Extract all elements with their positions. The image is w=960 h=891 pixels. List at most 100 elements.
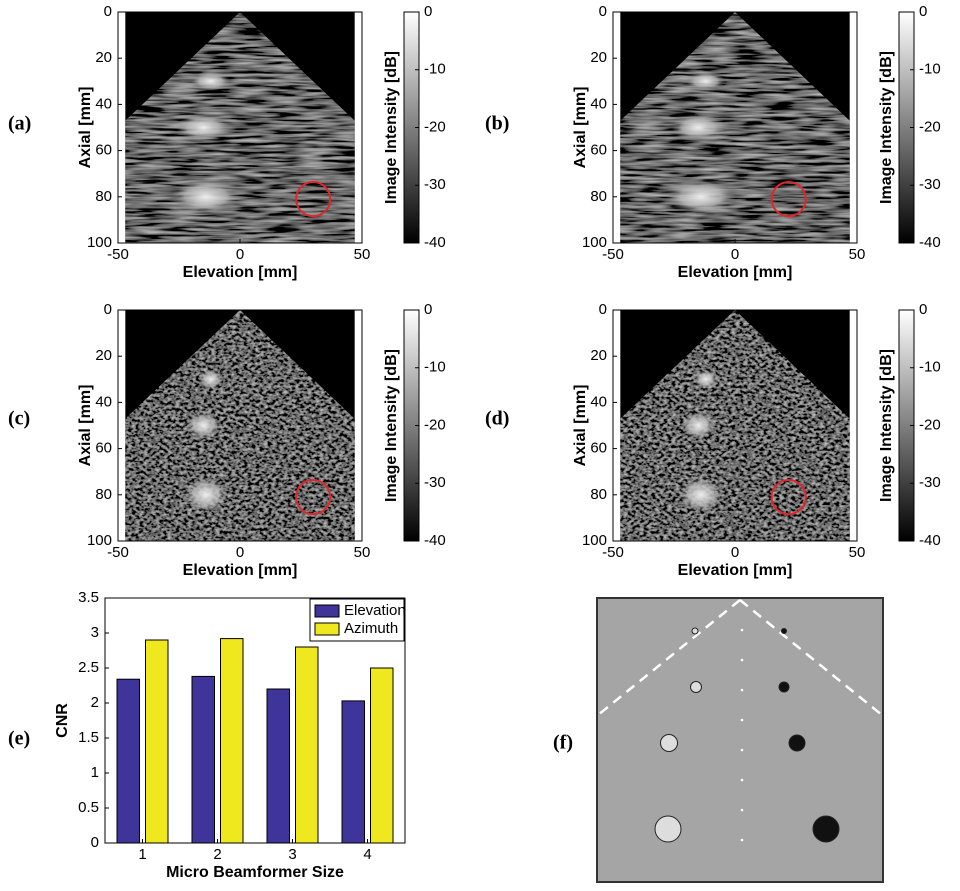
- x-tick-label: -50: [602, 246, 624, 263]
- y-tick-label: 40: [95, 95, 112, 112]
- y-tick-label: 1: [91, 764, 99, 781]
- x-tick-label: 4: [363, 846, 371, 863]
- bright-target: [671, 113, 726, 142]
- point-targets: [740, 628, 744, 842]
- y-tick-label: 80: [590, 188, 607, 205]
- legend-swatch: [314, 622, 340, 636]
- y-tick-label: 60: [95, 142, 112, 159]
- x-axis-label: Micro Beamformer Size: [166, 864, 344, 881]
- colorbar-tick-label: -40: [424, 234, 446, 251]
- colorbar-label: Image Intensity [dB]: [878, 51, 895, 204]
- colorbar-tick-label: -10: [919, 61, 941, 78]
- bar: [266, 688, 290, 844]
- y-tick-label: 0: [91, 834, 99, 851]
- colorbar-tick-label: -20: [919, 416, 941, 433]
- y-tick-label: 60: [590, 142, 607, 159]
- panel-label: (d): [485, 408, 509, 430]
- colorbar-tick-label: -40: [919, 532, 941, 549]
- y-tick-label: 2.5: [78, 659, 99, 676]
- colorbar-tick-label: 0: [424, 3, 432, 20]
- y-tick-label: 80: [95, 486, 112, 503]
- phantom-box: [596, 597, 884, 883]
- y-tick-label: 20: [95, 49, 112, 66]
- y-tick-label: 0: [104, 301, 112, 318]
- y-tick-label: 40: [590, 95, 607, 112]
- x-tick-label: 50: [354, 246, 371, 263]
- colorbar-label: Image Intensity [dB]: [383, 51, 400, 204]
- x-tick-label: 50: [354, 544, 371, 561]
- x-axis-label: Elevation [mm]: [678, 562, 793, 579]
- bright-target: [681, 411, 716, 440]
- x-tick-label: -50: [602, 544, 624, 561]
- y-tick-label: 20: [590, 49, 607, 66]
- colorbar-tick-label: 0: [424, 301, 432, 318]
- panel-label: (c): [8, 408, 30, 430]
- sector-edge: [739, 599, 883, 716]
- phantom-diagram: (f): [553, 597, 884, 883]
- x-axis-label: Elevation [mm]: [678, 264, 793, 281]
- colorbar-label: Image Intensity [dB]: [878, 349, 895, 502]
- bright-target: [191, 71, 231, 92]
- y-axis-label: Axial [mm]: [77, 87, 94, 169]
- y-tick-label: 2: [91, 694, 99, 711]
- y-axis-label: CNR: [54, 703, 71, 738]
- roi-circle: [295, 479, 332, 516]
- colorbar-tick-label: -10: [424, 359, 446, 376]
- colorbar-tick-label: -40: [919, 234, 941, 251]
- cyst-targets: [654, 627, 840, 843]
- y-tick-label: 0: [104, 3, 112, 20]
- bright-target: [665, 179, 736, 215]
- bar: [220, 638, 244, 844]
- y-tick-label: 3: [91, 624, 99, 641]
- x-axis-label: Elevation [mm]: [183, 264, 298, 281]
- x-tick-label: 0: [236, 544, 244, 561]
- y-axis-label: Axial [mm]: [572, 385, 589, 467]
- x-tick-label: 1: [138, 846, 146, 863]
- legend-label: Azimuth: [344, 620, 398, 637]
- colorbar-tick-label: -30: [424, 474, 446, 491]
- bright-target: [678, 477, 723, 513]
- y-tick-label: 80: [590, 486, 607, 503]
- y-axis-label: Axial [mm]: [572, 87, 589, 169]
- y-tick-label: 40: [590, 393, 607, 410]
- y-tick-label: 0: [599, 3, 607, 20]
- roi-circle: [295, 181, 332, 218]
- colorbar-tick-label: -30: [919, 176, 941, 193]
- bright-target: [186, 411, 221, 440]
- x-tick-label: 0: [731, 246, 739, 263]
- colorbar-tick-label: -30: [424, 176, 446, 193]
- colorbar-tick-label: -20: [424, 416, 446, 433]
- colorbar-label: Image Intensity [dB]: [383, 349, 400, 502]
- panel-label: (f): [553, 732, 573, 754]
- bar: [341, 700, 365, 844]
- x-tick-label: -50: [107, 544, 129, 561]
- sector-edge: [597, 599, 741, 716]
- bar: [191, 675, 215, 844]
- panel-label: (e): [8, 728, 30, 750]
- bar: [370, 667, 394, 844]
- colorbar-tick-label: 0: [919, 301, 927, 318]
- x-tick-label: 0: [236, 246, 244, 263]
- x-axis-label: Elevation [mm]: [183, 562, 298, 579]
- y-tick-label: 20: [95, 347, 112, 364]
- colorbar-tick-label: -40: [424, 532, 446, 549]
- legend-swatch: [314, 604, 340, 618]
- bright-target: [176, 113, 231, 142]
- y-axis-label: Axial [mm]: [77, 385, 94, 467]
- y-tick-label: 80: [95, 188, 112, 205]
- x-tick-label: 50: [849, 246, 866, 263]
- y-tick-label: 100: [87, 532, 112, 549]
- y-tick-label: 100: [87, 234, 112, 251]
- colorbar-tick-label: -10: [424, 61, 446, 78]
- colorbar-tick-label: -20: [919, 118, 941, 135]
- y-tick-label: 40: [95, 393, 112, 410]
- x-tick-label: 0: [731, 544, 739, 561]
- x-tick-label: 3: [288, 846, 296, 863]
- roi-circle: [770, 181, 807, 218]
- roi-circle: [770, 479, 807, 516]
- colorbar-tick-label: -10: [919, 359, 941, 376]
- y-tick-label: 60: [590, 440, 607, 457]
- bar: [295, 646, 319, 844]
- panel-label: (b): [485, 113, 509, 135]
